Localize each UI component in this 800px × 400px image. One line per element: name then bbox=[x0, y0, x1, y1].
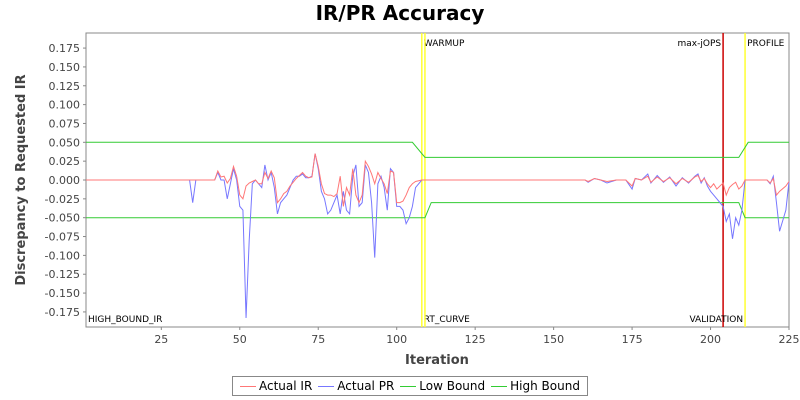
y-tick-label: 0.000 bbox=[49, 174, 81, 187]
y-tick-label: 0.075 bbox=[49, 117, 81, 130]
x-tick-label: 100 bbox=[386, 333, 407, 346]
series-line-high-bound bbox=[86, 141, 789, 158]
x-tick-label: 150 bbox=[543, 333, 564, 346]
legend-label: Actual IR bbox=[259, 379, 313, 393]
y-axis: 0.175 0.150 0.125 0.100 0.075 0.050 0.025 0.000… bbox=[45, 42, 86, 319]
legend-swatch-actual-ir bbox=[240, 385, 256, 387]
legend-swatch-high-bound bbox=[491, 385, 508, 387]
marker-label-top: max-jOPS bbox=[678, 39, 722, 49]
legend-item: High Bound bbox=[491, 379, 580, 393]
legend-swatch-low-bound bbox=[400, 385, 417, 387]
legend: Actual IR Actual PR Low Bound High Bound bbox=[232, 376, 588, 396]
legend-item: Actual PR bbox=[318, 379, 394, 393]
y-tick-label: -0.175 bbox=[45, 306, 80, 319]
legend-item: Actual IR bbox=[240, 379, 312, 393]
legend-label: High Bound bbox=[510, 379, 580, 393]
y-tick-label: 0.100 bbox=[49, 99, 81, 112]
series-lines bbox=[86, 141, 790, 318]
legend-label: Actual PR bbox=[337, 379, 395, 393]
x-axis-label: Iteration bbox=[405, 353, 469, 368]
marker-label-top: PROFILE bbox=[747, 39, 785, 49]
marker-label-bottom: RT_CURVE bbox=[424, 315, 470, 325]
marker-label-bottom: VALIDATION bbox=[689, 315, 743, 325]
marker-label-top: WARMUP bbox=[424, 39, 465, 49]
y-tick-label: -0.125 bbox=[45, 268, 80, 281]
y-tick-label: -0.150 bbox=[45, 287, 80, 300]
chart-title: IR/PR Accuracy bbox=[316, 1, 485, 25]
y-tick-label: -0.075 bbox=[45, 231, 80, 244]
corner-label: HIGH_BOUND_IR bbox=[88, 315, 162, 325]
y-tick-label: -0.050 bbox=[45, 212, 80, 225]
legend-item: Low Bound bbox=[400, 379, 485, 393]
y-tick-label: 0.175 bbox=[49, 42, 81, 55]
x-tick-label: 175 bbox=[622, 333, 643, 346]
legend-swatch-actual-pr bbox=[318, 385, 335, 387]
x-tick-label: 200 bbox=[700, 333, 721, 346]
series-line-actual-pr bbox=[86, 153, 790, 318]
x-tick-label: 25 bbox=[154, 333, 168, 346]
x-tick-label: 75 bbox=[311, 333, 325, 346]
y-tick-label: 0.150 bbox=[49, 61, 81, 74]
series-line-actual-ir bbox=[86, 153, 790, 207]
x-tick-label: 225 bbox=[779, 333, 800, 346]
y-axis-label: Discrepancy to Requested IR bbox=[14, 74, 29, 285]
y-tick-label: -0.025 bbox=[45, 193, 80, 206]
y-tick-label: 0.125 bbox=[49, 80, 81, 93]
x-tick-label: 50 bbox=[233, 333, 247, 346]
y-tick-label: -0.100 bbox=[45, 249, 80, 262]
series-line-low-bound bbox=[86, 202, 789, 219]
x-tick-label: 125 bbox=[465, 333, 486, 346]
y-tick-label: 0.025 bbox=[49, 155, 81, 168]
y-tick-label: 0.050 bbox=[49, 136, 81, 149]
legend-label: Low Bound bbox=[419, 379, 486, 393]
x-axis: 25 50 75 100 125 150 175 200 225 bbox=[154, 327, 800, 346]
